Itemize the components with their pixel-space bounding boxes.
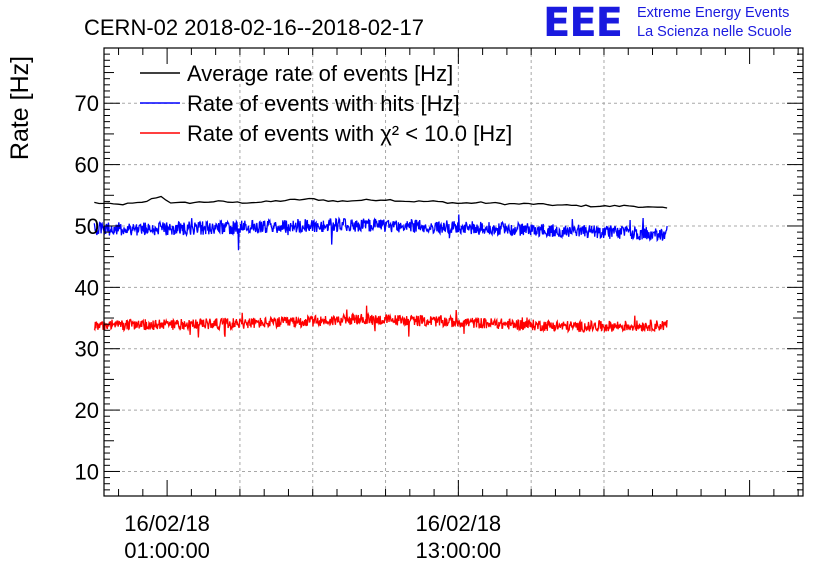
logo-line-2: La Scienza nelle Scuole xyxy=(637,24,792,40)
legend-label: Average rate of events [Hz] xyxy=(187,61,453,86)
series-line xyxy=(93,305,668,338)
y-tick-label: 50 xyxy=(75,214,99,239)
logo-line-1: Extreme Energy Events xyxy=(637,5,790,21)
y-tick-label: 40 xyxy=(75,275,99,300)
series-line xyxy=(93,214,668,251)
x-tick-date: 16/02/18 xyxy=(124,511,210,536)
y-tick-label: 30 xyxy=(75,337,99,362)
x-tick-time: 01:00:00 xyxy=(124,538,210,563)
x-tick-date: 16/02/18 xyxy=(416,511,502,536)
y-tick-label: 10 xyxy=(75,459,99,484)
plot-frame-rect xyxy=(103,47,804,497)
series-line xyxy=(94,195,668,209)
eee-logo: EEE xyxy=(543,0,623,46)
series-lines xyxy=(93,195,668,338)
eee-logo-caption: Extreme Energy Events La Scienza nelle S… xyxy=(637,4,792,42)
y-axis-label: Rate [Hz] xyxy=(6,56,34,160)
x-tick-time: 13:00:00 xyxy=(416,538,502,563)
y-tick-label: 70 xyxy=(75,91,99,116)
y-tick-label: 20 xyxy=(75,398,99,423)
legend-label: Rate of events with χ² < 10.0 [Hz] xyxy=(187,121,512,146)
legend: Average rate of events [Hz] Rate of event… xyxy=(140,61,512,146)
legend-label: Rate of events with hits [Hz] xyxy=(187,91,460,116)
plot-frame: 1020304050607016/02/1801:00:0016/02/1813… xyxy=(75,47,804,563)
y-tick-label: 60 xyxy=(75,153,99,178)
chart-title: CERN-02 2018-02-16--2018-02-17 xyxy=(84,15,424,40)
